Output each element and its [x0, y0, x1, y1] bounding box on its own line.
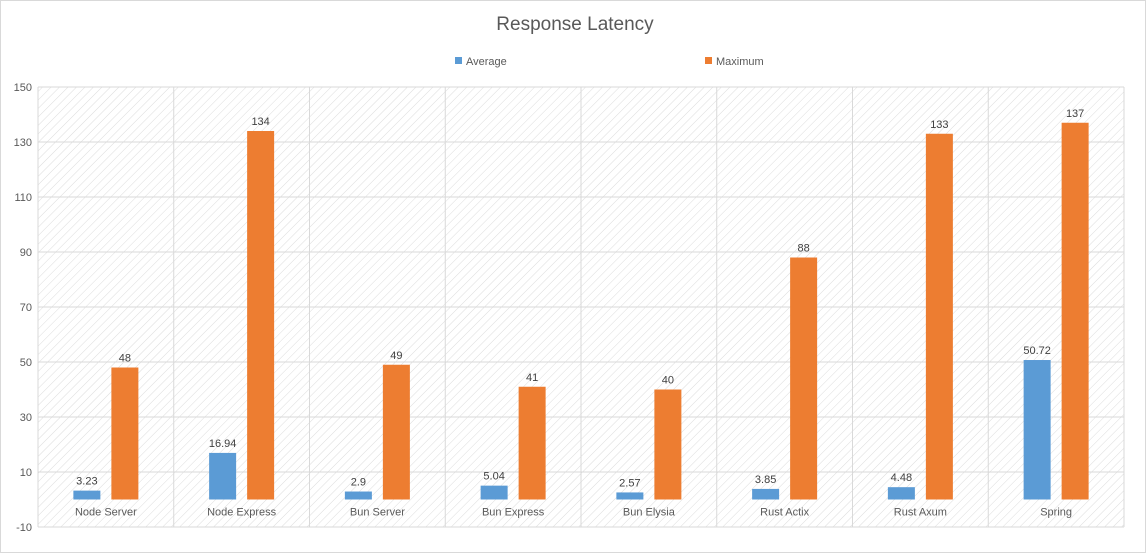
x-tick-label: Node Server: [75, 507, 137, 519]
legend-swatch-maximum: [705, 57, 712, 64]
y-axis: -10 10 30 50 70 90 110 130 150: [14, 82, 32, 534]
legend-label: Maximum: [716, 56, 764, 68]
data-label: 48: [119, 353, 131, 365]
data-label: 16.94: [209, 438, 237, 450]
x-tick-label: Spring: [1040, 507, 1072, 519]
bar-average: [1023, 360, 1051, 500]
data-label: 3.23: [76, 476, 97, 488]
bar-maximum: [925, 133, 953, 500]
y-tick-label: -10: [16, 522, 32, 534]
data-label: 5.04: [483, 471, 504, 483]
y-tick-label: 50: [20, 357, 32, 369]
legend-swatch-average: [455, 57, 462, 64]
x-tick-label: Rust Axum: [894, 507, 947, 519]
bar-average: [752, 488, 780, 500]
y-tick-label: 30: [20, 412, 32, 424]
data-label: 137: [1066, 108, 1084, 120]
data-label: 49: [390, 350, 402, 362]
grid: [37, 86, 1125, 528]
bar-average: [616, 492, 644, 500]
y-tick-label: 90: [20, 247, 32, 259]
data-label: 134: [251, 116, 269, 128]
data-label: 2.57: [619, 477, 640, 489]
x-axis: Node Server Node Express Bun Server Bun Exp…: [75, 507, 1072, 519]
bar-maximum: [790, 257, 818, 500]
bar-average: [887, 487, 915, 500]
y-tick-label: 150: [14, 82, 32, 94]
data-label: 50.72: [1023, 345, 1051, 357]
bar-maximum: [382, 364, 410, 500]
data-label: 41: [526, 372, 538, 384]
bar-maximum: [111, 367, 139, 500]
bar-maximum: [654, 389, 682, 500]
x-tick-label: Node Express: [207, 507, 277, 519]
y-tick-label: 70: [20, 302, 32, 314]
x-tick-label: Bun Server: [350, 507, 405, 519]
bar-average: [73, 490, 101, 500]
legend-label: Average: [466, 56, 507, 68]
bar-average: [344, 491, 372, 500]
bar-maximum: [247, 131, 275, 500]
chart-title: Response Latency: [496, 14, 654, 35]
y-tick-label: 110: [14, 192, 32, 204]
bar-maximum: [1061, 122, 1089, 500]
legend: Average Maximum: [455, 56, 764, 68]
data-label: 88: [798, 243, 810, 255]
bar-average: [480, 485, 508, 500]
x-tick-label: Rust Actix: [760, 507, 809, 519]
y-tick-label: 130: [14, 137, 32, 149]
data-label: 3.85: [755, 474, 776, 486]
x-tick-label: Bun Elysia: [623, 507, 676, 519]
x-tick-label: Bun Express: [482, 507, 545, 519]
bar-average: [209, 452, 237, 500]
data-label: 133: [930, 119, 948, 131]
bar-maximum: [518, 386, 546, 500]
data-label: 2.9: [351, 477, 366, 489]
data-label: 40: [662, 375, 674, 387]
y-tick-label: 10: [20, 467, 32, 479]
data-label: 4.48: [891, 472, 912, 484]
bars: 3.23 48 16.94 134 2.9 49 5.04 41 2.57 40 3.85 88 4.4…: [73, 108, 1089, 500]
